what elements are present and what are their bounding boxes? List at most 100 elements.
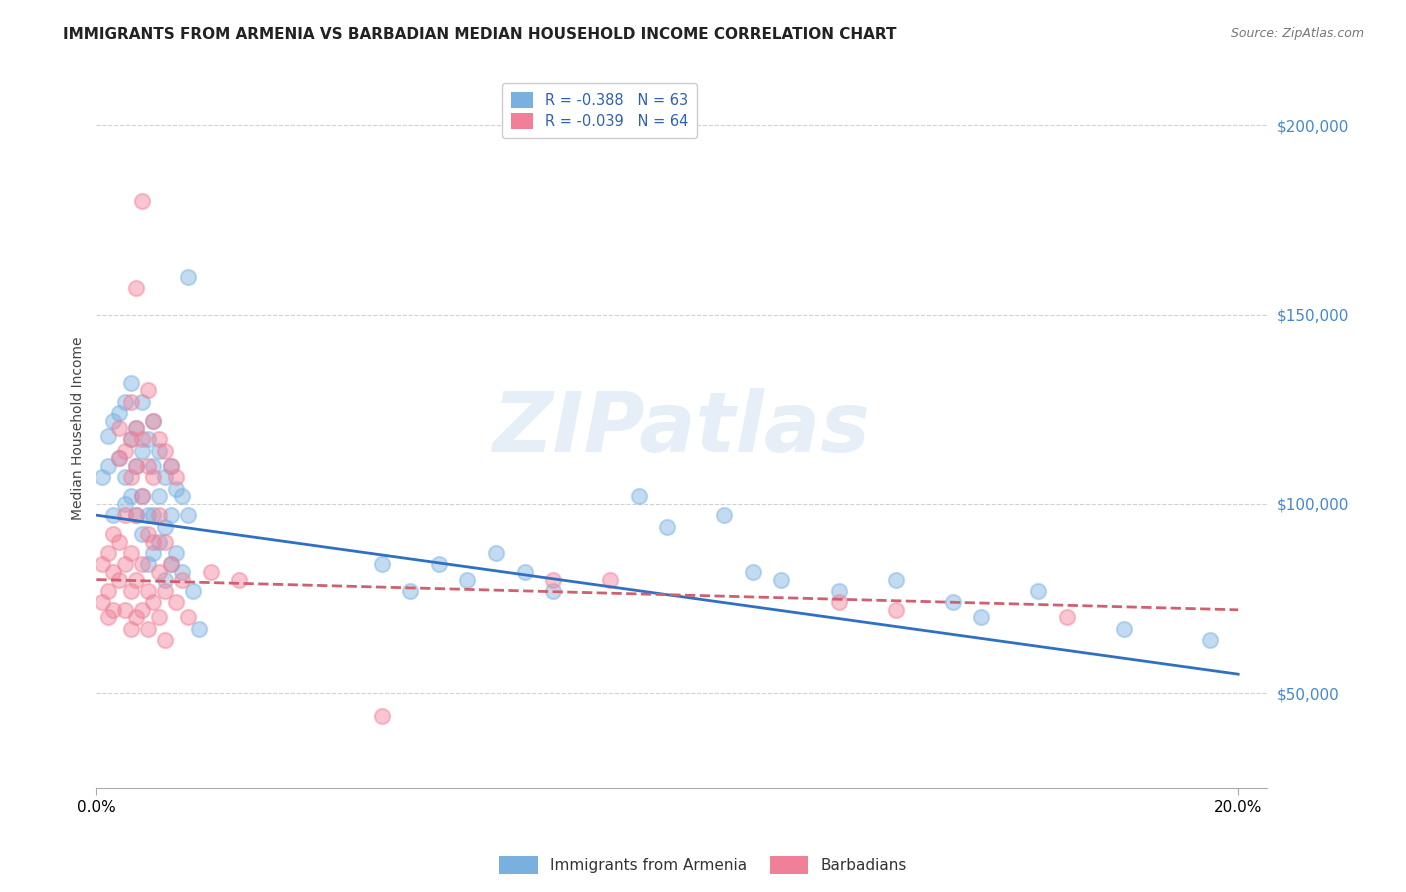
Point bbox=[131, 527, 153, 541]
Point bbox=[131, 489, 153, 503]
Point bbox=[103, 508, 125, 523]
Point bbox=[513, 565, 536, 579]
Point bbox=[125, 281, 148, 295]
Point bbox=[114, 603, 136, 617]
Point bbox=[541, 573, 564, 587]
Point bbox=[148, 508, 170, 523]
Point bbox=[148, 565, 170, 579]
Point bbox=[159, 508, 181, 523]
Point bbox=[148, 433, 170, 447]
Point bbox=[159, 458, 181, 473]
Point bbox=[142, 595, 165, 609]
Point bbox=[131, 603, 153, 617]
Point bbox=[713, 508, 735, 523]
Point bbox=[103, 565, 125, 579]
Point bbox=[97, 583, 120, 598]
Point bbox=[131, 558, 153, 572]
Point bbox=[125, 458, 148, 473]
Point bbox=[136, 458, 159, 473]
Point bbox=[657, 519, 679, 533]
Point bbox=[159, 458, 181, 473]
Point bbox=[153, 443, 176, 458]
Point bbox=[170, 573, 193, 587]
Point bbox=[125, 421, 148, 435]
Point bbox=[114, 508, 136, 523]
Point bbox=[120, 433, 142, 447]
Y-axis label: Median Household Income: Median Household Income bbox=[72, 336, 86, 520]
Point bbox=[125, 421, 148, 435]
Point bbox=[131, 489, 153, 503]
Point bbox=[131, 394, 153, 409]
Point bbox=[136, 622, 159, 636]
Point bbox=[136, 508, 159, 523]
Point bbox=[770, 573, 793, 587]
Point bbox=[165, 595, 187, 609]
Point bbox=[97, 428, 120, 442]
Point bbox=[153, 573, 176, 587]
Point bbox=[165, 546, 187, 560]
Point bbox=[91, 558, 114, 572]
Point bbox=[200, 565, 222, 579]
Point bbox=[136, 384, 159, 398]
Point bbox=[153, 519, 176, 533]
Point bbox=[142, 546, 165, 560]
Point bbox=[153, 633, 176, 648]
Point bbox=[103, 527, 125, 541]
Point bbox=[136, 433, 159, 447]
Point bbox=[142, 470, 165, 484]
Point bbox=[1028, 583, 1050, 598]
Point bbox=[148, 489, 170, 503]
Point bbox=[1056, 610, 1078, 624]
Point bbox=[153, 534, 176, 549]
Point bbox=[159, 558, 181, 572]
Point bbox=[120, 433, 142, 447]
Point bbox=[148, 534, 170, 549]
Point bbox=[188, 622, 211, 636]
Point bbox=[142, 458, 165, 473]
Point bbox=[599, 573, 621, 587]
Point bbox=[176, 610, 198, 624]
Point bbox=[114, 470, 136, 484]
Legend: Immigrants from Armenia, Barbadians: Immigrants from Armenia, Barbadians bbox=[494, 850, 912, 880]
Point bbox=[125, 573, 148, 587]
Point bbox=[456, 573, 478, 587]
Point bbox=[97, 458, 120, 473]
Point bbox=[371, 558, 394, 572]
Point bbox=[120, 489, 142, 503]
Point bbox=[142, 534, 165, 549]
Point bbox=[125, 508, 148, 523]
Point bbox=[741, 565, 763, 579]
Point bbox=[114, 497, 136, 511]
Point bbox=[142, 413, 165, 427]
Point bbox=[153, 470, 176, 484]
Point bbox=[120, 376, 142, 390]
Point bbox=[125, 458, 148, 473]
Point bbox=[131, 194, 153, 208]
Point bbox=[108, 451, 131, 466]
Point bbox=[148, 443, 170, 458]
Point bbox=[165, 470, 187, 484]
Point bbox=[91, 595, 114, 609]
Point bbox=[108, 534, 131, 549]
Point bbox=[120, 394, 142, 409]
Point bbox=[427, 558, 450, 572]
Point bbox=[131, 443, 153, 458]
Point bbox=[176, 508, 198, 523]
Text: Source: ZipAtlas.com: Source: ZipAtlas.com bbox=[1230, 27, 1364, 40]
Point bbox=[942, 595, 965, 609]
Point bbox=[120, 622, 142, 636]
Point bbox=[108, 451, 131, 466]
Point bbox=[1112, 622, 1135, 636]
Point bbox=[136, 558, 159, 572]
Point bbox=[142, 508, 165, 523]
Point bbox=[97, 610, 120, 624]
Point bbox=[120, 470, 142, 484]
Point bbox=[159, 558, 181, 572]
Point bbox=[120, 546, 142, 560]
Point bbox=[114, 558, 136, 572]
Point bbox=[170, 565, 193, 579]
Point bbox=[97, 546, 120, 560]
Point bbox=[970, 610, 993, 624]
Point bbox=[114, 394, 136, 409]
Point bbox=[108, 406, 131, 420]
